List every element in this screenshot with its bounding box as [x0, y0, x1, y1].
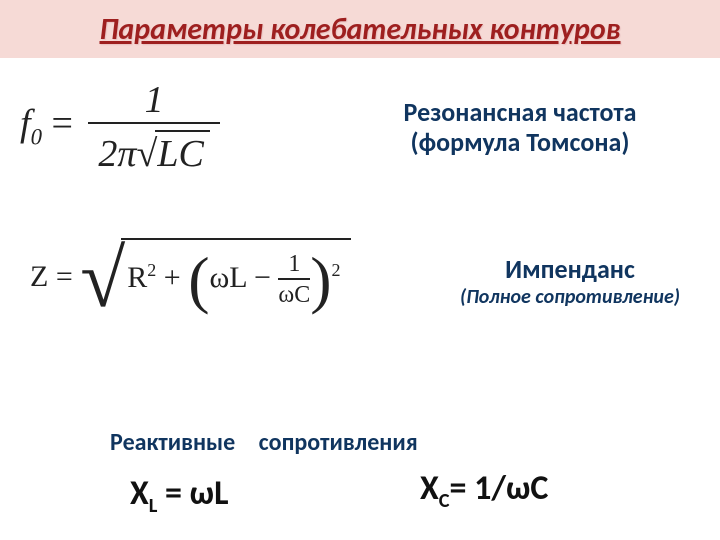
impedance-under-root: R2 + (ωL − 1 ωC )2 [121, 238, 350, 320]
xc-formula: XC= 1/ωC [420, 468, 548, 513]
impedance-omegaL: ωL [210, 261, 247, 294]
page-title: Параметры колебательных контуров [100, 11, 621, 48]
thomson-f: f [20, 103, 31, 145]
xl-formula: XL = ωL [130, 473, 228, 518]
impedance-label-line2: (Полное сопротивление) [430, 285, 710, 309]
impedance-frac-den: ωC [278, 278, 310, 309]
impedance-label-line1: Импенданс [430, 253, 710, 285]
sqrt-symbol: √ [136, 132, 157, 176]
thomson-label: Резонансная частота (формула Томсона) [340, 98, 700, 158]
xl-rest: = ωL [157, 473, 228, 514]
thomson-eq: = [51, 103, 72, 145]
xc-sub: C [439, 489, 450, 513]
impedance-eq: = [56, 260, 73, 293]
reactances-header: Реактивные сопротивления [110, 428, 418, 457]
xl-X: X [130, 473, 149, 514]
thomson-formula: f0 = 1 2π√LC [20, 78, 220, 176]
sqrt-radical: √ [80, 238, 125, 320]
impedance-sqrt: √ R2 + (ωL − 1 ωC )2 [80, 238, 350, 320]
thomson-label-line1: Резонансная частота [340, 98, 700, 128]
xc-rest: = 1/ωC [450, 468, 549, 509]
thomson-fraction: 1 2π√LC [88, 78, 219, 176]
thomson-sqrt-arg: LC [155, 130, 209, 176]
title-band: Параметры колебательных контуров [0, 0, 720, 58]
impedance-frac-num: 1 [278, 251, 310, 278]
impedance-rparen: ) [310, 248, 331, 312]
impedance-frac: 1 ωC [278, 251, 310, 309]
xc-X: X [420, 468, 439, 509]
impedance-Z: Z [30, 260, 48, 293]
impedance-R: R [127, 261, 147, 294]
thomson-den: 2π√LC [88, 122, 219, 176]
impedance-label: Импенданс (Полное сопротивление) [430, 253, 710, 309]
impedance-formula: Z = √ R2 + (ωL − 1 ωC )2 [30, 238, 351, 320]
impedance-R-sq: 2 [147, 260, 156, 280]
thomson-num: 1 [88, 78, 219, 122]
thomson-label-line2: (формула Томсона) [340, 128, 700, 158]
thomson-2pi: 2π [98, 133, 136, 175]
impedance-lparen: ( [188, 248, 209, 312]
impedance-minus: − [254, 261, 271, 294]
impedance-plus: + [164, 261, 181, 294]
thomson-f-sub: 0 [31, 124, 42, 149]
impedance-paren-sq: 2 [332, 260, 341, 280]
